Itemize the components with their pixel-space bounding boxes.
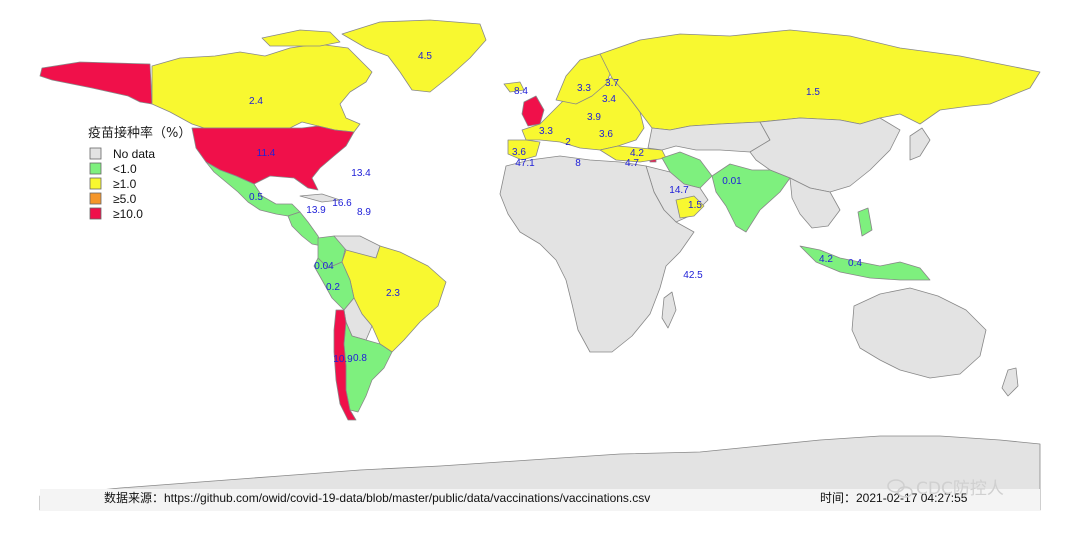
value-label-usa: 11.4: [257, 148, 276, 159]
value-label-iceland: 8.4: [514, 86, 528, 97]
iceland-region: [503, 81, 525, 93]
value-label-brazil: 2.3: [386, 288, 400, 299]
value-label-caribbean-b: 16.6: [332, 198, 352, 209]
southeast-asia-region: [789, 177, 841, 229]
china-region: [749, 117, 901, 193]
legend-title: 疫苗接种率（%）: [88, 125, 191, 141]
legend-label: ≥5.0: [113, 192, 137, 206]
value-label-europe-a: 3.3: [539, 126, 553, 137]
africa-region: [499, 155, 695, 353]
value-label-india: 0.01: [722, 176, 742, 187]
value-label-argentina: 0.8: [353, 353, 367, 364]
value-label-europe-c: 3.9: [587, 112, 601, 123]
value-label-portugal: 3.6: [512, 147, 526, 158]
value-label-bahrain: 14.7: [669, 185, 689, 196]
value-label-europe-d: 3.7: [605, 78, 619, 89]
watermark-text: CDC防控人: [916, 479, 1004, 499]
greenland-region: [341, 19, 487, 93]
legend-swatch: [89, 177, 102, 190]
uk-region: [521, 95, 545, 127]
value-label-caribbean-a: 13.9: [306, 205, 326, 216]
data-source-text: 数据来源：https://github.com/owid/covid-19-da…: [104, 490, 650, 505]
value-label-atlantic: 13.4: [351, 168, 371, 179]
indonesia-region: [799, 245, 931, 281]
legend-swatch: [89, 192, 102, 205]
yemen-oman-region: [675, 195, 705, 219]
new-zealand-region: [1001, 367, 1019, 397]
value-label-seychelles: 42.5: [683, 270, 703, 281]
chile-region: [333, 309, 357, 421]
value-label-europe-e: 3.4: [602, 94, 616, 105]
value-label-chile: 10.9: [333, 354, 353, 365]
iberia-region: [507, 139, 541, 161]
australia-region: [851, 287, 987, 379]
turkey-region: [599, 145, 667, 163]
value-label-mexico: 0.5: [249, 192, 263, 203]
legend-swatch: [89, 162, 102, 175]
legend-swatch: [89, 147, 102, 160]
value-label-caribbean-c: 8.9: [357, 207, 371, 218]
value-label-europe-b: 2: [565, 137, 571, 148]
footer-bar: [40, 489, 1040, 511]
legend-swatch: [89, 207, 102, 220]
watermark: CDC防控人: [887, 479, 1004, 499]
value-label-russia: 1.5: [806, 87, 820, 98]
value-label-cyprus: 4.2: [630, 148, 644, 159]
legend-label: ≥10.0: [113, 207, 143, 221]
india-region: [711, 163, 791, 233]
legend-label: No data: [113, 147, 155, 161]
chat-bubble-icon: [887, 479, 913, 498]
japan-region: [909, 127, 931, 161]
value-label-greenland: 4.5: [418, 51, 432, 62]
timestamp-text: 时间：2021-02-17 04:27:55: [820, 491, 968, 505]
value-label-malta: 8: [575, 158, 581, 169]
value-label-uae: 1.5: [688, 200, 702, 211]
value-label-israel: 4.7: [625, 158, 639, 169]
value-label-peru: 0.2: [326, 282, 340, 293]
value-label-colombia: 0.04: [314, 261, 334, 272]
canada-islands: [261, 29, 341, 47]
legend-label: ≥1.0: [113, 177, 137, 191]
value-label-gibraltar: 47.1: [515, 158, 535, 169]
value-label-canada: 2.4: [249, 96, 263, 107]
map-legend: 疫苗接种率（%） No data<1.0≥1.0≥5.0≥10.0: [88, 125, 191, 221]
alaska-region: [39, 61, 153, 105]
value-label-europe-f: 3.6: [599, 129, 613, 140]
value-label-singapore: 4.2: [819, 254, 833, 265]
cuba-region: [299, 193, 341, 203]
madagascar-region: [661, 291, 677, 329]
value-label-europe-g: 3.3: [577, 83, 591, 94]
philippines-region: [857, 207, 873, 237]
value-label-indonesia: 0.4: [848, 258, 862, 269]
legend-label: <1.0: [113, 162, 137, 176]
